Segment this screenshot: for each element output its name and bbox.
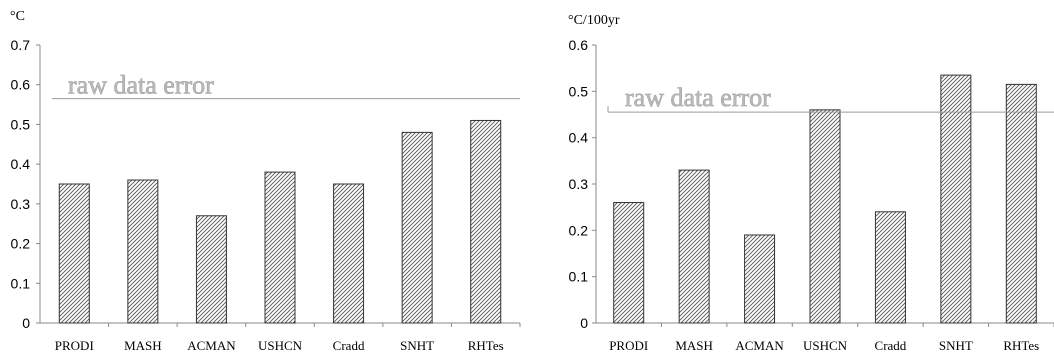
reference-annotation: raw data error bbox=[52, 70, 520, 100]
bar-acman bbox=[195, 215, 227, 324]
x-tick-label: ACMAN bbox=[187, 338, 236, 353]
y-tick-label: 0 bbox=[22, 315, 30, 331]
bar-rhtes bbox=[1005, 83, 1037, 324]
bar-ushcn bbox=[264, 171, 296, 324]
y-tick-label: 0.7 bbox=[11, 37, 31, 53]
chart-left: °C 0 0.1 0.2 0.3 0.4 0.5 0.6 0.7 PRODI MASH ACMAN… bbox=[10, 9, 521, 353]
y-tick-label: 0.6 bbox=[569, 37, 589, 53]
bar-snht bbox=[401, 131, 433, 324]
bar-mash bbox=[127, 179, 159, 324]
bars bbox=[613, 74, 1037, 324]
bar-cradd bbox=[333, 183, 365, 324]
x-tick-label: MASH bbox=[675, 338, 713, 353]
x-tick-label: SNHT bbox=[939, 338, 973, 353]
bar-rhtes bbox=[470, 119, 502, 324]
reference-annotation: raw data error bbox=[607, 83, 1054, 113]
category-labels: PRODI MASH ACMAN USHCN Cradd SNHT RHTes bbox=[55, 338, 504, 353]
y-tick-label: 0.4 bbox=[569, 130, 589, 146]
y-axis-unit-label: °C/100yr bbox=[568, 13, 620, 28]
x-tick-label: PRODI bbox=[55, 338, 94, 353]
x-tick-label: ACMAN bbox=[735, 338, 784, 353]
x-tick-label: USHCN bbox=[258, 338, 303, 353]
x-tick-label: MASH bbox=[124, 338, 162, 353]
bar-cradd bbox=[874, 211, 906, 324]
y-tick-label: 0.4 bbox=[11, 156, 31, 172]
bar-prodi bbox=[613, 202, 645, 324]
bar-ushcn bbox=[809, 109, 841, 324]
y-tick-label: 0.1 bbox=[11, 275, 31, 291]
x-tick-label: Cradd bbox=[333, 338, 365, 353]
y-tick-label: 0 bbox=[580, 315, 588, 331]
bars bbox=[58, 119, 502, 324]
x-tick-label: RHTes bbox=[468, 338, 504, 353]
raw-data-error-label: raw data error bbox=[625, 83, 771, 112]
x-tick-label: SNHT bbox=[400, 338, 434, 353]
y-tick-label: 0.3 bbox=[11, 196, 31, 212]
bar-snht bbox=[940, 74, 972, 324]
y-tick-label: 0.2 bbox=[569, 222, 589, 238]
x-tick-label: PRODI bbox=[609, 338, 648, 353]
y-tick-label: 0.5 bbox=[11, 116, 31, 132]
x-tick-label: Cradd bbox=[875, 338, 907, 353]
bar-prodi bbox=[58, 183, 90, 324]
category-labels: PRODI MASH ACMAN USHCN Cradd SNHT RHTes bbox=[609, 338, 1039, 353]
x-tick-label: USHCN bbox=[803, 338, 848, 353]
y-axis-ticks: 0 0.1 0.2 0.3 0.4 0.5 0.6 0.7 bbox=[11, 37, 40, 331]
x-tick-label: RHTes bbox=[1003, 338, 1039, 353]
y-tick-label: 0.6 bbox=[11, 77, 31, 93]
bar-acman bbox=[744, 234, 776, 324]
raw-data-error-label: raw data error bbox=[68, 71, 214, 100]
bar-mash bbox=[678, 169, 710, 324]
y-tick-label: 0.1 bbox=[569, 269, 589, 285]
y-axis-ticks: 0 0.1 0.2 0.3 0.4 0.5 0.6 bbox=[569, 37, 596, 331]
y-tick-label: 0.3 bbox=[569, 176, 589, 192]
y-tick-label: 0.5 bbox=[569, 83, 589, 99]
y-tick-label: 0.2 bbox=[11, 236, 31, 252]
chart-right: °C/100yr 0 0.1 0.2 0.3 0.4 0.5 0.6 PRODI MASH AC… bbox=[568, 13, 1054, 353]
y-axis-unit-label: °C bbox=[10, 9, 25, 24]
